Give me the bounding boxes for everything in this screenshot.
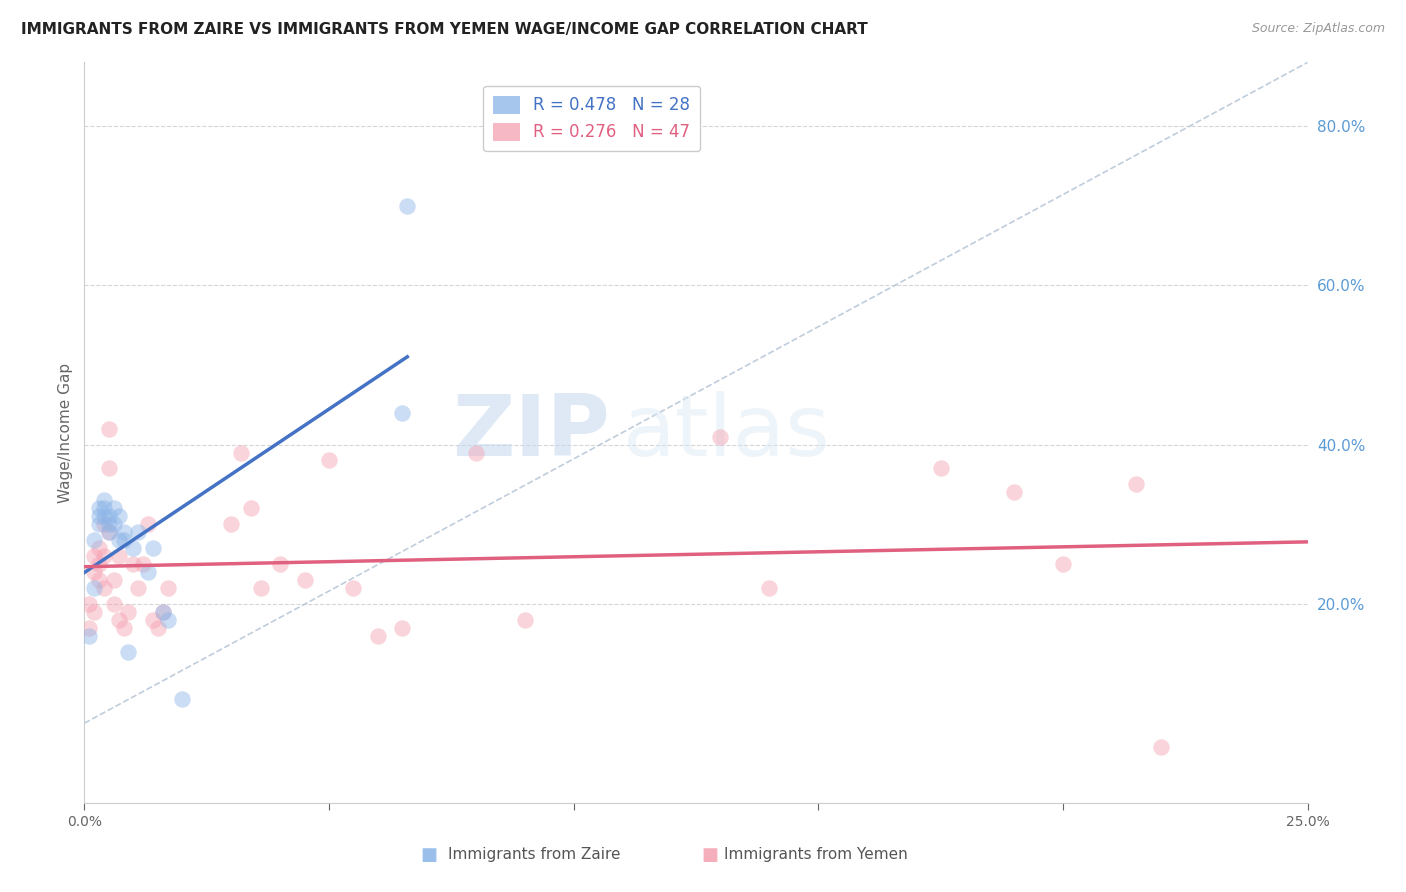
Point [152, 605, 174, 619]
Point [107, 613, 129, 627]
Point [146, 621, 169, 635]
Point [136, 565, 159, 579]
Point [87, 541, 110, 555]
Text: atlas: atlas [623, 391, 831, 475]
Point [77, 629, 100, 643]
Point [77, 597, 100, 611]
Point [87, 517, 110, 532]
Point [127, 581, 149, 595]
Point [117, 644, 139, 658]
Point [172, 692, 194, 706]
Point [97, 422, 120, 436]
Point [156, 581, 179, 595]
Point [929, 461, 952, 475]
Point [269, 557, 291, 571]
Point [83, 533, 105, 547]
Point [77, 621, 100, 635]
Text: ■: ■ [420, 846, 437, 863]
Point [93, 517, 115, 532]
Point [342, 581, 364, 595]
Point [156, 613, 179, 627]
Legend: R = 0.478   N = 28, R = 0.276   N = 47: R = 0.478 N = 28, R = 0.276 N = 47 [484, 86, 700, 152]
Point [142, 541, 165, 555]
Point [122, 541, 145, 555]
Point [97, 509, 120, 524]
Text: ZIP: ZIP [453, 391, 610, 475]
Point [83, 549, 105, 563]
Point [391, 621, 413, 635]
Point [709, 429, 731, 443]
Point [318, 453, 340, 467]
Point [1002, 485, 1025, 500]
Point [464, 445, 486, 459]
Point [136, 517, 159, 532]
Point [396, 199, 419, 213]
Point [93, 581, 115, 595]
Point [142, 613, 165, 627]
Point [249, 581, 271, 595]
Point [229, 445, 252, 459]
Point [93, 493, 115, 508]
Point [107, 509, 129, 524]
Point [112, 525, 135, 540]
Point [132, 557, 155, 571]
Point [219, 517, 242, 532]
Point [112, 533, 135, 547]
Point [97, 525, 120, 540]
Point [83, 605, 105, 619]
Point [107, 533, 129, 547]
Point [513, 613, 536, 627]
Point [1150, 740, 1173, 755]
Point [1052, 557, 1074, 571]
Point [103, 573, 125, 587]
Point [294, 573, 316, 587]
Point [87, 501, 110, 516]
Point [93, 501, 115, 516]
Point [97, 461, 120, 475]
Point [367, 629, 389, 643]
Point [758, 581, 780, 595]
Point [93, 509, 115, 524]
Point [87, 573, 110, 587]
Y-axis label: Wage/Income Gap: Wage/Income Gap [58, 362, 73, 503]
Point [97, 517, 120, 532]
Point [97, 525, 120, 540]
Point [87, 557, 110, 571]
Text: IMMIGRANTS FROM ZAIRE VS IMMIGRANTS FROM YEMEN WAGE/INCOME GAP CORRELATION CHART: IMMIGRANTS FROM ZAIRE VS IMMIGRANTS FROM… [21, 22, 868, 37]
Point [112, 621, 135, 635]
Point [107, 549, 129, 563]
Text: Source: ZipAtlas.com: Source: ZipAtlas.com [1251, 22, 1385, 36]
Point [83, 565, 105, 579]
Point [122, 557, 145, 571]
Point [239, 501, 262, 516]
Text: ■: ■ [702, 846, 718, 863]
Point [83, 581, 105, 595]
Point [103, 597, 125, 611]
Point [87, 509, 110, 524]
Point [152, 605, 174, 619]
Point [103, 501, 125, 516]
Point [93, 549, 115, 563]
Text: Immigrants from Zaire: Immigrants from Zaire [449, 847, 620, 862]
Point [103, 517, 125, 532]
Point [391, 406, 413, 420]
Point [127, 525, 149, 540]
Point [117, 605, 139, 619]
Point [1125, 477, 1147, 491]
Text: Immigrants from Yemen: Immigrants from Yemen [724, 847, 907, 862]
